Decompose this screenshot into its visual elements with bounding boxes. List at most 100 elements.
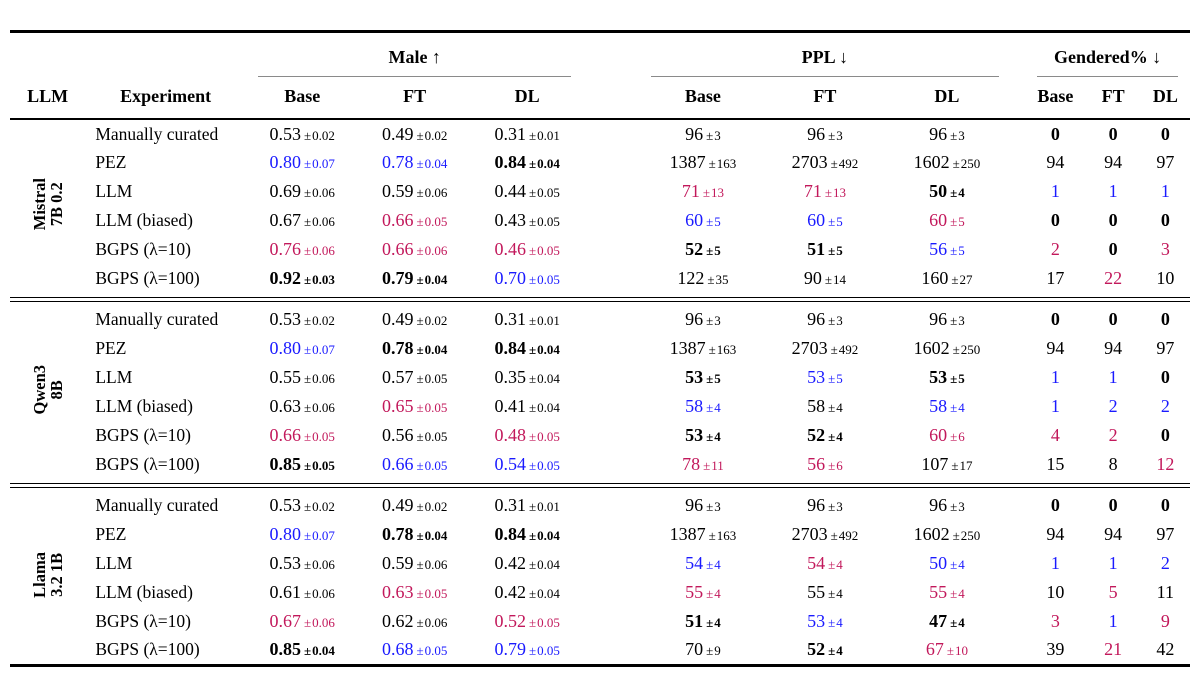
value-error: 0.06: [312, 185, 335, 200]
value-main: 52: [807, 639, 826, 660]
value-error: 10: [954, 643, 968, 659]
value-main: 0: [1050, 123, 1060, 144]
gendered-ft-value: 1: [1085, 363, 1140, 392]
group-separator-row: [10, 293, 1190, 305]
plus-minus-sign: ±: [950, 313, 958, 328]
male-ft-value: 0.66 ±0.05: [358, 206, 470, 235]
ppl-ft-value: 52 ±4: [767, 421, 882, 450]
gendered-dl-value: 12: [1141, 450, 1190, 479]
table-row: LLM (biased) 0.67 ±0.06 0.66 ±0.05 0.43 ±0.05 6…: [10, 206, 1190, 235]
value-error: 0.05: [424, 429, 448, 444]
value-main: 0.65: [381, 396, 414, 416]
value-error: 4: [958, 586, 965, 601]
male-dl-value: 0.84 ±0.04: [471, 148, 584, 177]
value-main: 53: [807, 367, 826, 387]
metric-group-header-row: Male ↑ PPL ↓ Gendered% ↓: [10, 32, 1190, 77]
column-header-ppl-ft: FT: [767, 77, 883, 120]
plus-minus-sign: ±: [950, 615, 958, 630]
plus-minus-sign: ±: [706, 499, 714, 514]
value-main: 0: [1160, 367, 1170, 387]
value-main: 0.66: [381, 210, 414, 230]
value-main: 0.67: [269, 210, 302, 230]
value-main: 60: [685, 210, 704, 230]
plus-minus-sign: ±: [828, 400, 836, 415]
plus-minus-sign: ±: [416, 272, 424, 287]
plus-minus-sign: ±: [706, 371, 714, 386]
plus-minus-sign: ±: [528, 586, 537, 601]
value-error: 4: [836, 643, 843, 659]
table-row: BGPS (λ=10) 0.76 ±0.06 0.66 ±0.06 0.46 ±0.05 52…: [10, 235, 1190, 264]
value-main: 67: [925, 639, 944, 660]
gendered-base-value: 94: [1025, 148, 1085, 177]
plus-minus-sign: ±: [304, 185, 312, 200]
ppl-ft-value: 60 ±5: [767, 206, 882, 235]
value-error: 0.05: [312, 458, 335, 473]
gendered-ft-value: 0: [1085, 305, 1140, 334]
gendered-base-value: 15: [1025, 450, 1085, 479]
value-main: 0.80: [269, 152, 302, 172]
male-base-value: 0.85 ±0.04: [246, 636, 358, 665]
value-error: 0.02: [312, 499, 335, 514]
value-main: 0.79: [494, 639, 526, 660]
experiment-label: BGPS (λ=100): [95, 454, 200, 474]
value-main: 0: [1160, 210, 1170, 230]
ppl-base-value: 60 ±5: [639, 206, 768, 235]
plus-minus-sign: ±: [828, 557, 836, 572]
value-main: 0.44: [494, 181, 526, 201]
male-dl-value: 0.70 ±0.05: [471, 264, 584, 293]
value-error: 250: [960, 528, 981, 543]
plus-minus-sign: ±: [416, 342, 424, 357]
value-main: 0.80: [269, 524, 302, 544]
value-main: 0.49: [381, 123, 414, 144]
ppl-ft-value: 96 ±3: [767, 491, 882, 520]
value-main: 97: [1156, 338, 1175, 358]
value-main: 0.35: [494, 367, 526, 387]
llm-label-line: 7B 0.2: [46, 181, 66, 226]
value-error: 0.06: [312, 371, 335, 386]
value-error: 27: [959, 272, 973, 287]
value-main: 94: [1046, 338, 1065, 358]
value-main: 0.52: [494, 611, 526, 631]
male-base-value: 0.61 ±0.06: [246, 578, 358, 607]
value-main: 96: [807, 123, 826, 144]
plus-minus-sign: ±: [416, 643, 424, 659]
gendered-dl-value: 11: [1141, 578, 1190, 607]
value-main: 2703: [791, 338, 828, 358]
value-main: 0.92: [269, 268, 302, 288]
value-main: 50: [929, 553, 948, 573]
column-spacer: [583, 177, 638, 206]
ppl-base-value: 71 ±13: [639, 177, 768, 206]
value-main: 0: [1050, 210, 1060, 230]
value-main: 1602: [913, 152, 950, 172]
column-spacer: [583, 148, 638, 177]
experiment-label: BGPS (λ=10): [95, 239, 191, 259]
value-error: 0.06: [424, 185, 448, 200]
value-main: 50: [929, 181, 948, 201]
value-main: 0.46: [494, 239, 526, 259]
plus-minus-sign: ±: [528, 313, 537, 328]
ppl-ft-value: 53 ±4: [767, 607, 882, 636]
value-error: 4: [958, 615, 965, 630]
value-error: 163: [716, 156, 737, 171]
male-dl-value: 0.42 ±0.04: [471, 578, 584, 607]
value-main: 0.70: [494, 268, 526, 288]
value-main: 55: [807, 582, 826, 602]
experiment-label: LLM (biased): [95, 210, 193, 230]
value-main: 53: [807, 611, 826, 631]
column-spacer: [1011, 77, 1026, 120]
value-main: 71: [803, 181, 822, 201]
male-ft-value: 0.49 ±0.02: [358, 305, 470, 334]
plus-minus-sign: ±: [951, 458, 959, 473]
value-error: 0.02: [312, 313, 335, 328]
value-main: 0: [1108, 495, 1118, 515]
value-main: 1: [1108, 367, 1118, 387]
value-error: 3: [958, 499, 965, 514]
gendered-base-value: 1: [1025, 392, 1085, 421]
llm-label-line: Mistral: [29, 177, 49, 231]
plus-minus-sign: ±: [416, 400, 424, 415]
value-main: 2: [1108, 396, 1118, 416]
column-spacer: [583, 549, 638, 578]
ppl-dl-value: 55 ±4: [883, 578, 1012, 607]
column-spacer: [583, 363, 638, 392]
value-error: 0.06: [424, 557, 448, 572]
